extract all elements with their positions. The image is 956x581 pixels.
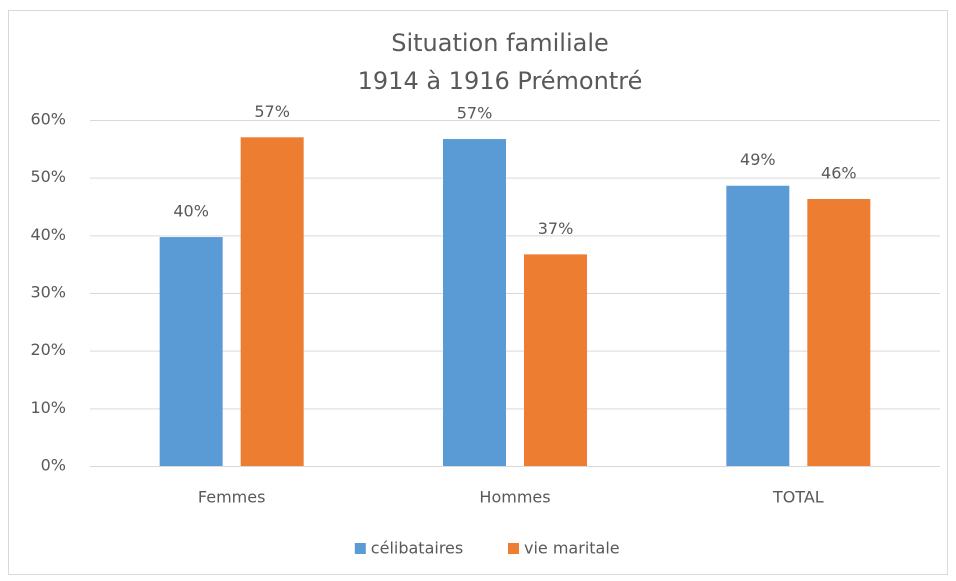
legend-swatch bbox=[354, 543, 366, 554]
chart-title: Situation familiale bbox=[391, 29, 609, 57]
x-tick-label: TOTAL bbox=[772, 488, 824, 507]
y-tick-label: 30% bbox=[30, 283, 66, 302]
y-tick-label: 50% bbox=[30, 167, 66, 186]
y-tick-label: 10% bbox=[30, 398, 66, 417]
x-tick-label: Hommes bbox=[479, 488, 550, 507]
y-tick-label: 60% bbox=[30, 110, 66, 129]
data-label: 46% bbox=[821, 164, 857, 183]
bar bbox=[524, 254, 587, 466]
bar bbox=[159, 237, 223, 466]
y-tick-label: 0% bbox=[41, 456, 66, 475]
x-tick-label: Femmes bbox=[198, 488, 266, 507]
bar bbox=[807, 199, 871, 466]
bar bbox=[240, 137, 304, 467]
chart-subtitle: 1914 à 1916 Prémontré bbox=[358, 67, 643, 95]
legend-swatch bbox=[508, 543, 519, 554]
legend-label: vie maritale bbox=[524, 539, 620, 558]
data-label: 49% bbox=[740, 150, 776, 169]
y-tick-label: 40% bbox=[30, 225, 66, 244]
data-label: 57% bbox=[254, 102, 290, 121]
data-label: 40% bbox=[173, 202, 209, 221]
data-label: 57% bbox=[457, 104, 493, 123]
bar bbox=[726, 185, 790, 467]
legend-label: célibataires bbox=[371, 539, 463, 558]
bar bbox=[443, 139, 506, 466]
data-label: 37% bbox=[538, 219, 574, 238]
y-tick-label: 20% bbox=[30, 340, 66, 359]
